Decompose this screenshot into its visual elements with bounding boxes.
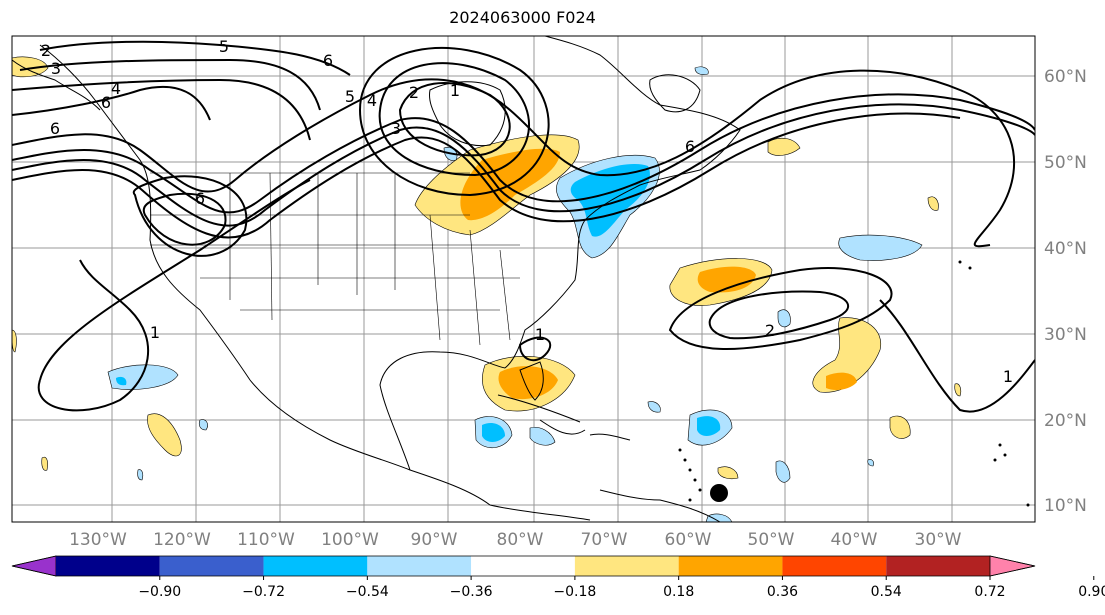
colorbar-segment (471, 556, 575, 576)
longitude-labels: 130°W 120°W 110°W 100°W 90°W 80°W 70°W 60°W 50°W… (69, 530, 962, 550)
contour-lines (12, 40, 1035, 413)
contour-label: 6 (323, 51, 333, 70)
contour-label: 1 (150, 323, 160, 342)
colorbar-tick-label: 0.36 (767, 584, 798, 600)
contour-label: 2 (765, 321, 775, 340)
colorbar-tick-label: 0.18 (663, 584, 694, 600)
latitude-label: 50°N (1044, 153, 1087, 173)
longitude-label: 130°W (69, 530, 127, 550)
colorbar-extend-high (989, 555, 1036, 577)
contour-label: 2 (409, 83, 419, 102)
colorbar-tick-label: −0.90 (138, 584, 181, 600)
latitude-label: 40°N (1044, 239, 1087, 259)
colorbar-tick-label: 0.72 (974, 584, 1005, 600)
contour-label: 6 (195, 189, 205, 208)
colorbar-tick-label: −0.18 (553, 584, 596, 600)
map-title: 2024063000 F024 (449, 8, 596, 27)
contour-label: 1 (450, 81, 460, 100)
colorbar-segment (56, 556, 160, 576)
colorbar-outline (11, 555, 1036, 577)
contour-label: 1 (535, 325, 545, 344)
latitude-label: 10°N (1044, 496, 1087, 516)
longitude-label: 60°W (665, 530, 712, 550)
contour-label: 4 (111, 79, 121, 98)
colorbar-segment (263, 556, 368, 576)
longitude-label: 90°W (411, 530, 458, 550)
colorbar-tick-label: 0.54 (871, 584, 902, 600)
colorbar-tick-label: 0.90 (1078, 584, 1105, 600)
contour-label: 2 (41, 41, 51, 60)
latitude-label: 20°N (1044, 411, 1087, 431)
longitude-label: 50°W (748, 530, 795, 550)
longitude-label: 80°W (497, 530, 544, 550)
colorbar-tick-label: −0.72 (242, 584, 285, 600)
contour-label: 5 (345, 87, 355, 106)
contour-label: 3 (51, 59, 61, 78)
contour-labels: 2 3 5 4 6 6 6 6 5 4 3 2 1 1 6 2 1 1 (41, 37, 1013, 386)
islands (678, 260, 1030, 507)
contour-label: 6 (685, 137, 695, 156)
longitude-label: 100°W (321, 530, 379, 550)
colorbar-tick-label: −0.54 (346, 584, 389, 600)
coastlines (12, 36, 741, 522)
storm-position-marker (710, 484, 728, 502)
latitude-label: 30°N (1044, 325, 1087, 345)
colorbar-tick-labels: −0.90 −0.72 −0.54 −0.36 −0.18 0.18 0.36 0.54 0.7… (138, 576, 1105, 600)
contour-label: 6 (50, 119, 60, 138)
colorbar-extend-low (11, 555, 57, 577)
colorbar (11, 555, 1036, 577)
contour-label: 6 (101, 93, 111, 112)
colorbar-segment (886, 556, 990, 576)
colorbar-segment (159, 556, 264, 576)
colorbar-tick-label: −0.36 (450, 584, 493, 600)
colorbar-segment (367, 556, 472, 576)
contour-label: 1 (1003, 367, 1013, 386)
longitude-label: 40°W (831, 530, 878, 550)
map-frame (11, 35, 1036, 523)
colorbar-segment (678, 556, 783, 576)
colorbar-segment (574, 556, 679, 576)
longitude-label: 110°W (237, 530, 295, 550)
longitude-label: 70°W (581, 530, 628, 550)
contour-label: 3 (391, 119, 401, 138)
longitude-label: 120°W (153, 530, 211, 550)
longitude-label: 30°W (915, 530, 962, 550)
colorbar-segment (782, 556, 887, 576)
latitude-labels: 60°N 50°N 40°N 30°N 20°N 10°N (1044, 67, 1087, 516)
contour-label: 4 (367, 91, 377, 110)
contour-label: 5 (219, 37, 229, 56)
latitude-label: 60°N (1044, 67, 1087, 87)
